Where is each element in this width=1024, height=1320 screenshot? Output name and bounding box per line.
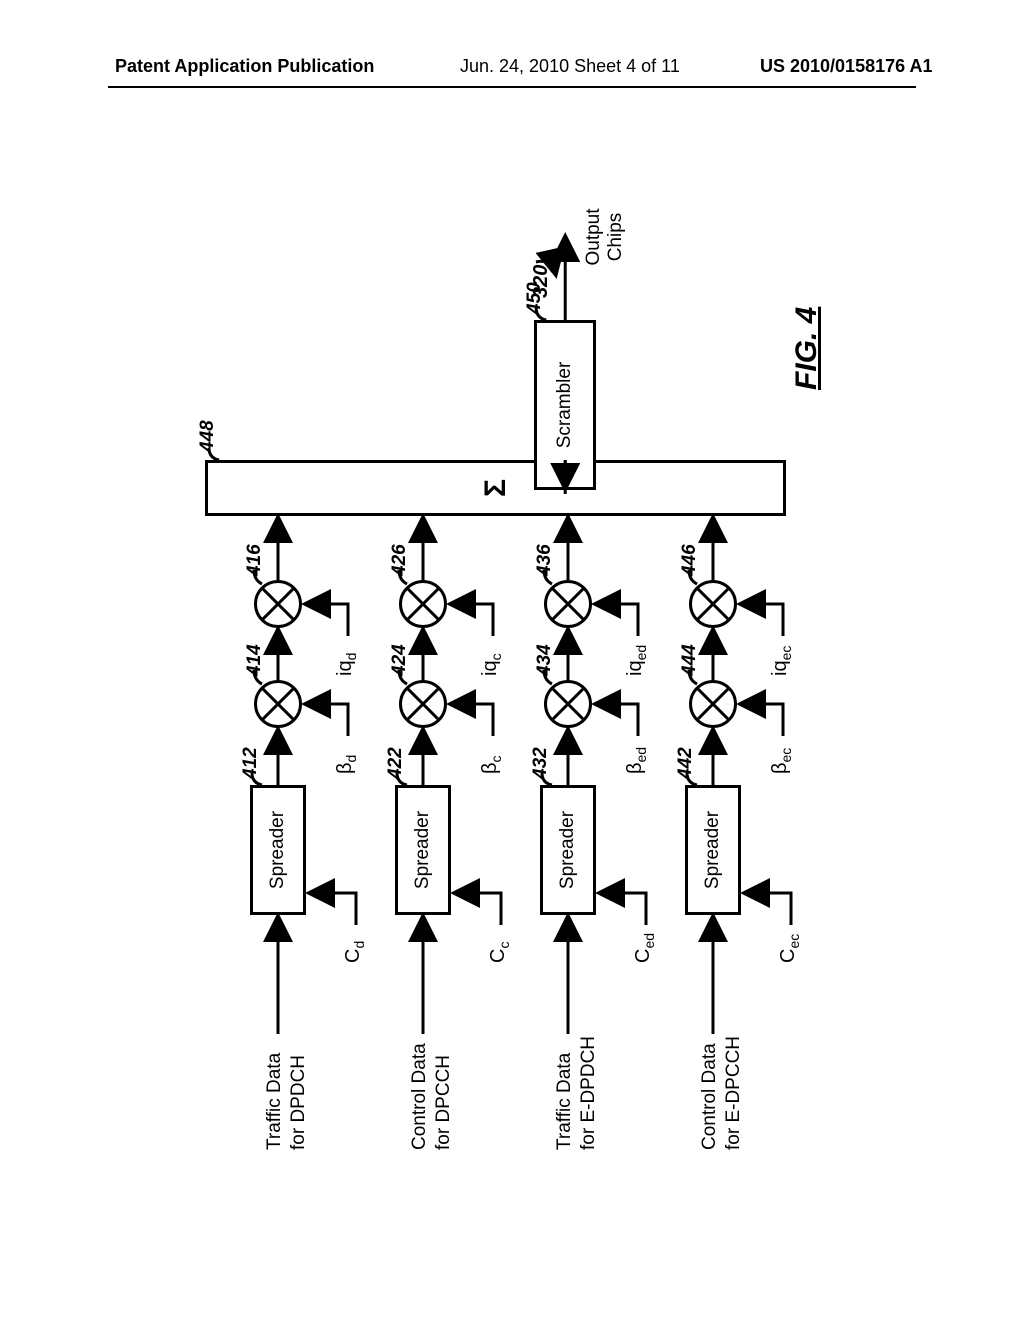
code-label-2: Ced xyxy=(632,933,657,963)
page: Patent Application Publication Jun. 24, … xyxy=(0,0,1024,1320)
input-line1-2: Traffic Data xyxy=(554,1053,576,1150)
input-line2-0: for DPDCH xyxy=(288,1055,310,1150)
mult-iq-ref-2: 436 xyxy=(534,544,556,576)
mult-iq-ref-1: 426 xyxy=(389,544,411,576)
code-label-0: Cd xyxy=(342,941,367,963)
mult-gain-2 xyxy=(544,680,592,728)
code-label-3: Cec xyxy=(777,934,802,963)
iq-label-2: iqed xyxy=(624,645,649,676)
gain-label-0: βd xyxy=(334,755,359,774)
spreader-1: Spreader xyxy=(395,785,451,915)
mult-gain-3 xyxy=(689,680,737,728)
mult-gain-0 xyxy=(254,680,302,728)
mult-iq-ref-3: 446 xyxy=(679,544,701,576)
ref-320: 320 xyxy=(530,265,553,298)
sum-block: Σ xyxy=(205,460,786,516)
iq-label-0: iqd xyxy=(334,653,359,676)
spreader-0: Spreader xyxy=(250,785,306,915)
input-line1-0: Traffic Data xyxy=(264,1053,286,1150)
block-diagram: Σ448Scrambler450OutputChips320FIG. 4Traf… xyxy=(0,0,1024,1320)
input-line2-1: for DPCCH xyxy=(433,1055,455,1150)
mult-gain-ref-2: 434 xyxy=(534,644,556,676)
iq-label-1: iqc xyxy=(479,653,504,676)
mult-gain-1 xyxy=(399,680,447,728)
input-line2-2: for E-DPDCH xyxy=(578,1036,600,1150)
mult-iq-0 xyxy=(254,580,302,628)
gain-label-3: βec xyxy=(769,748,794,774)
mult-gain-ref-3: 444 xyxy=(679,644,701,676)
mult-gain-ref-1: 424 xyxy=(389,644,411,676)
input-line1-1: Control Data xyxy=(409,1043,431,1150)
spreader-ref-0: 412 xyxy=(240,747,262,779)
spreader-ref-3: 442 xyxy=(675,747,697,779)
mult-iq-3 xyxy=(689,580,737,628)
figure-label: FIG. 4 xyxy=(790,307,824,390)
sum-ref: 448 xyxy=(197,420,219,452)
mult-iq-ref-0: 416 xyxy=(244,544,266,576)
input-line2-3: for E-DPCCH xyxy=(723,1036,745,1150)
iq-label-3: iqec xyxy=(769,646,794,676)
spreader-ref-2: 432 xyxy=(530,747,552,779)
spreader-3: Spreader xyxy=(685,785,741,915)
spreader-ref-1: 422 xyxy=(385,747,407,779)
input-line1-3: Control Data xyxy=(699,1043,721,1150)
output-label: OutputChips xyxy=(583,177,627,297)
gain-label-1: βc xyxy=(479,755,504,774)
code-label-1: Cc xyxy=(487,942,512,963)
scrambler-block: Scrambler xyxy=(534,320,596,490)
mult-iq-1 xyxy=(399,580,447,628)
spreader-2: Spreader xyxy=(540,785,596,915)
mult-gain-ref-0: 414 xyxy=(244,644,266,676)
mult-iq-2 xyxy=(544,580,592,628)
gain-label-2: βed xyxy=(624,747,649,774)
